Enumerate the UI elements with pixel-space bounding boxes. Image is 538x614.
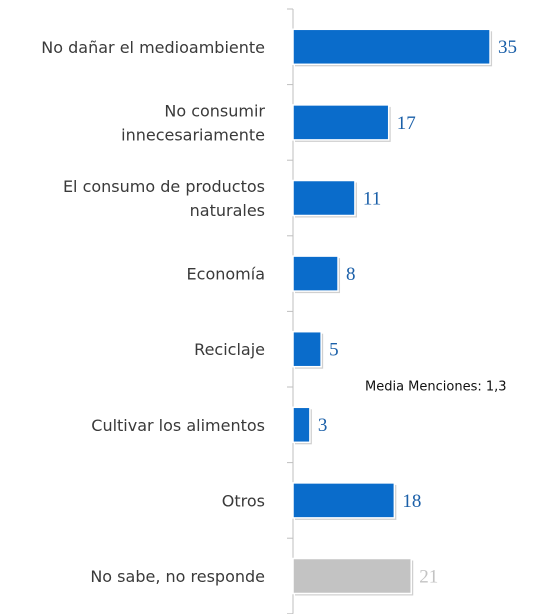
annotation: Media Menciones: 1,3 [365, 380, 507, 395]
value-label: 8 [346, 264, 356, 285]
category-label: No sabe, no responde [90, 567, 265, 586]
category-label: Reciclaje [194, 340, 265, 359]
bar [292, 179, 356, 217]
category-label: Otros [222, 491, 265, 510]
value-label: 18 [402, 491, 421, 512]
bar [292, 28, 491, 66]
value-label: 5 [329, 340, 339, 361]
bar [292, 330, 322, 368]
bar [292, 406, 311, 444]
bar [292, 255, 339, 292]
value-label: 17 [397, 113, 416, 134]
value-label: 3 [318, 415, 328, 436]
value-label: 21 [419, 566, 438, 587]
bar [292, 557, 412, 595]
category-label: No consumir innecesariamente [121, 101, 265, 144]
value-label: 11 [363, 188, 381, 209]
category-label: Cultivar los alimentos [91, 416, 265, 435]
value-label: 35 [498, 37, 517, 58]
category-label: El consumo de productos naturales [63, 177, 265, 220]
bar [292, 482, 396, 519]
bar [292, 104, 390, 141]
category-label: No dañar el medioambiente [41, 38, 265, 57]
category-label: Economía [187, 265, 265, 284]
